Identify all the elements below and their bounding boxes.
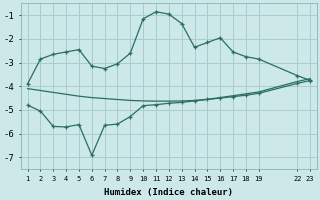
X-axis label: Humidex (Indice chaleur): Humidex (Indice chaleur)	[104, 188, 233, 197]
